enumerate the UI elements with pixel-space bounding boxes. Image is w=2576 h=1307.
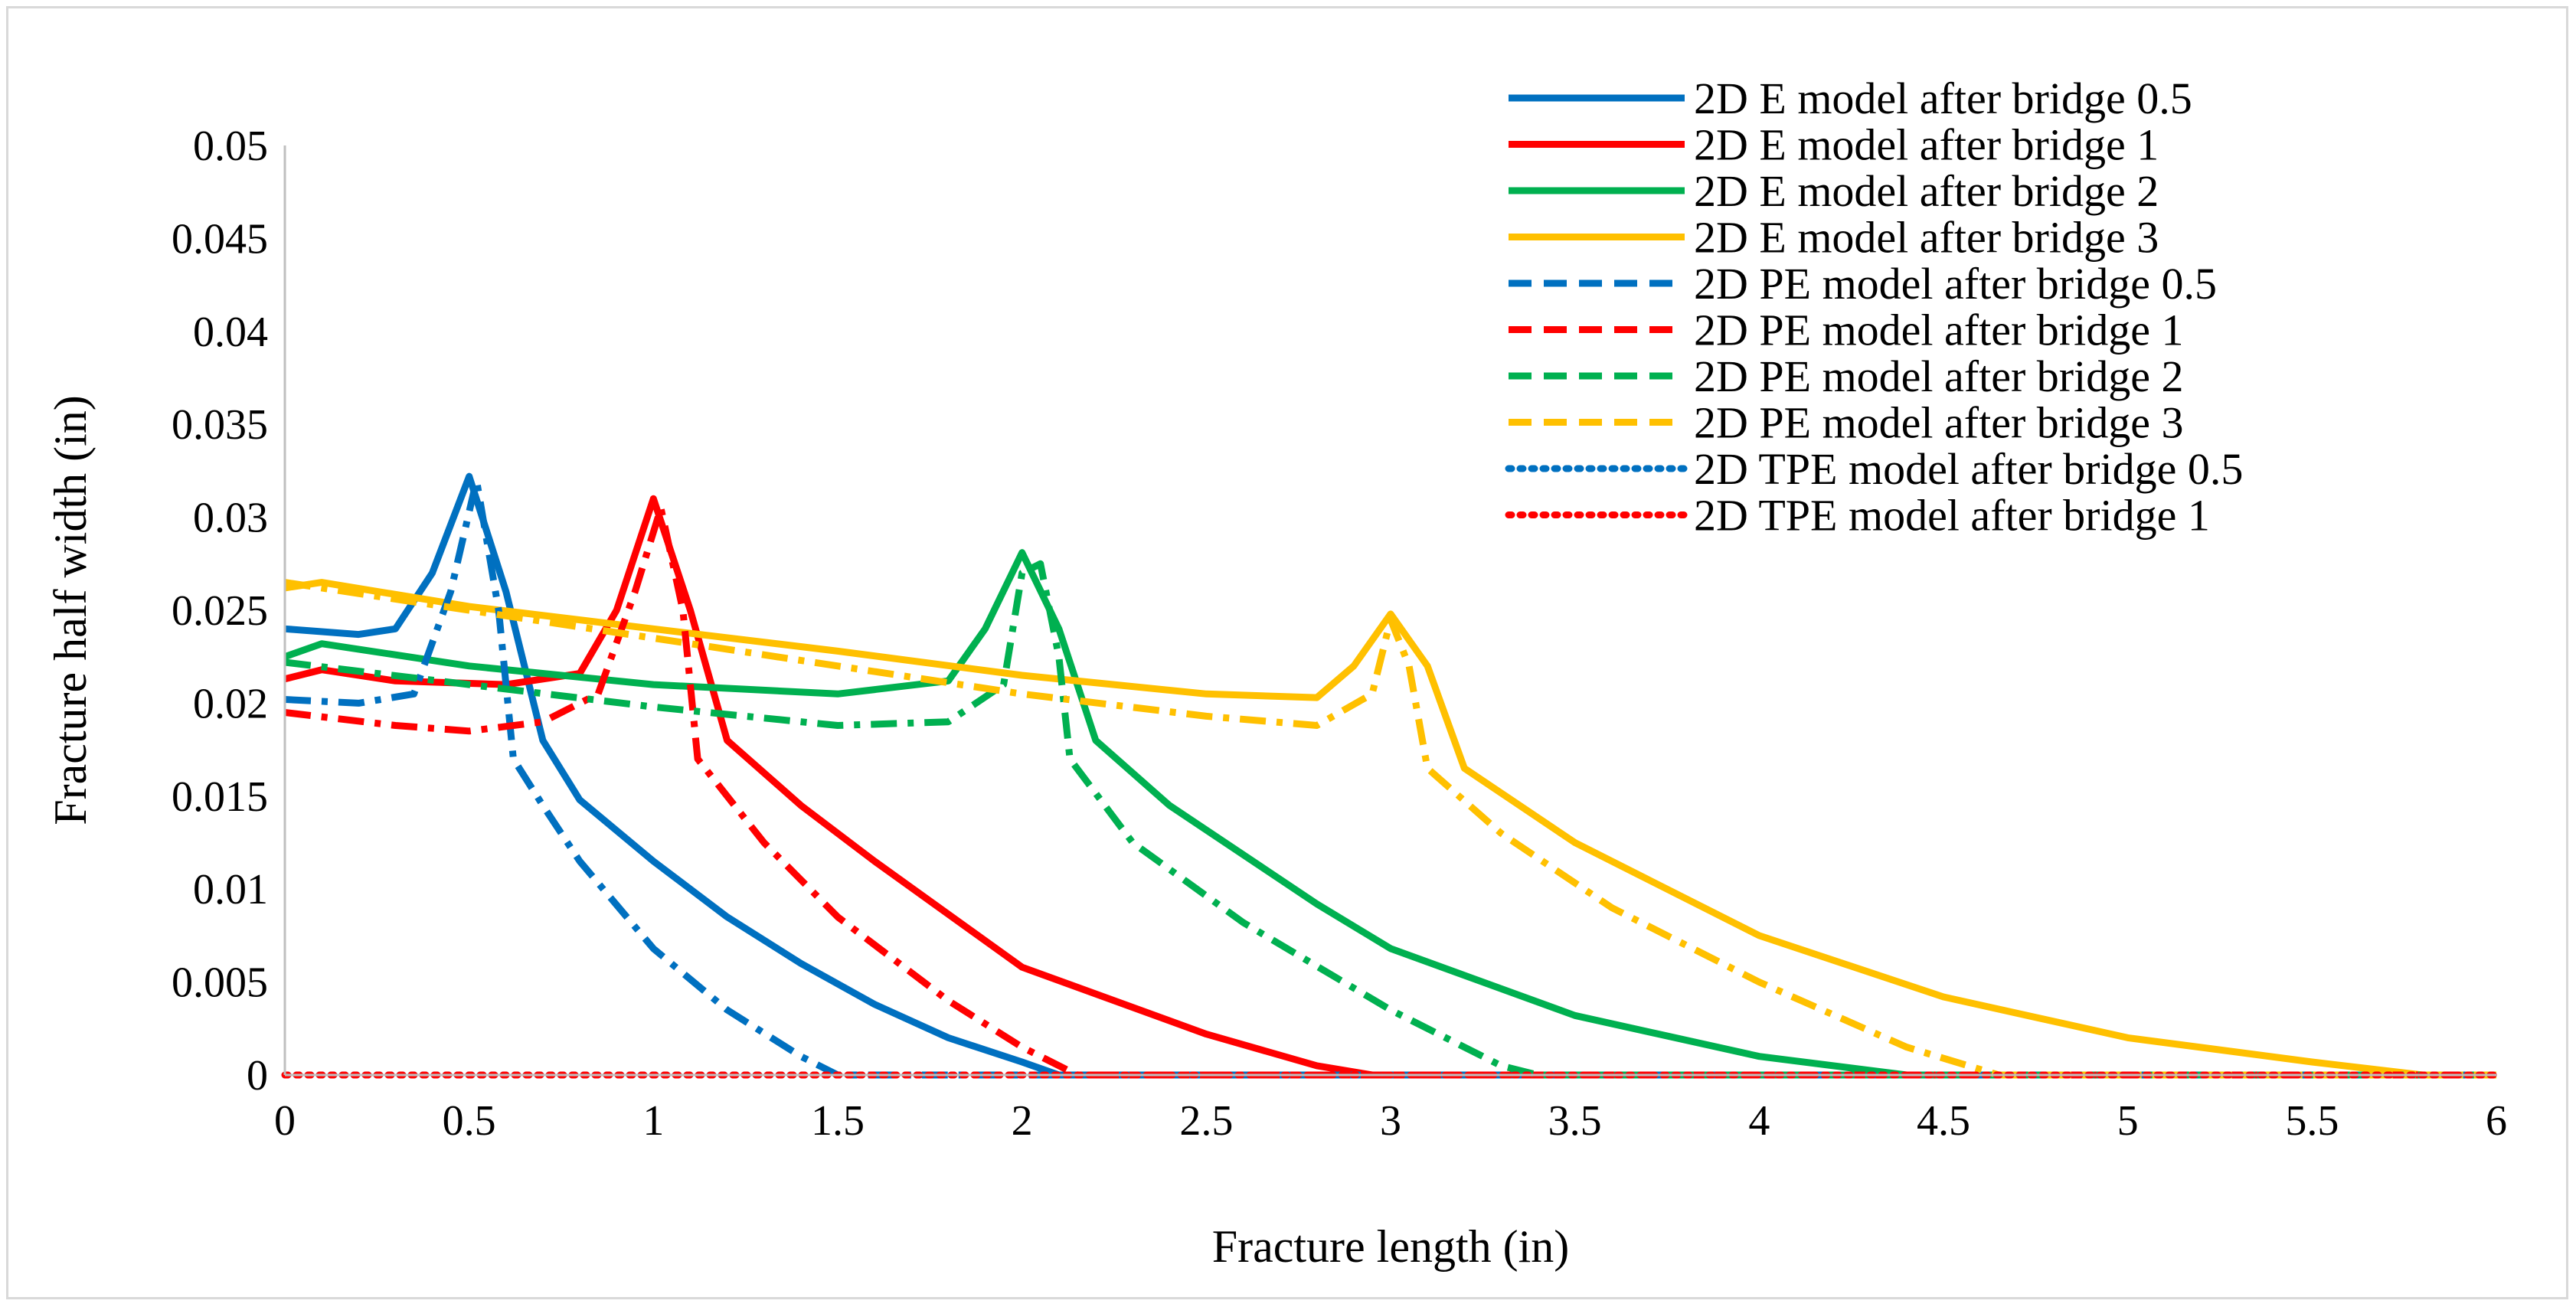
x-tick-label: 5	[2117, 1097, 2139, 1145]
series-line	[283, 549, 2496, 1079]
legend-label: 2D PE model after bridge 2	[1694, 351, 2183, 401]
y-axis-title: Fracture half width (in)	[45, 395, 96, 825]
legend-label: 2D E model after bridge 0.5	[1694, 74, 2192, 123]
y-tick-label: 0.035	[172, 401, 268, 449]
x-tick-label: 6	[2486, 1097, 2507, 1145]
y-tick-label: 0.04	[193, 309, 268, 356]
legend-label: 2D PE model after bridge 1	[1694, 306, 2183, 355]
chart-frame	[6, 6, 2568, 1299]
y-tick-label: 0.05	[193, 123, 268, 170]
y-tick-labels: 0 0.005 0.01 0.015 0.02 0.025 0.03 0.035 0.04 0.0…	[172, 123, 268, 1100]
x-tick-label: 2	[1012, 1097, 1033, 1145]
y-tick-label: 0.01	[193, 866, 268, 913]
x-tick-label: 4	[1748, 1097, 1770, 1145]
y-tick-label: 0.005	[172, 959, 268, 1007]
x-tick-label: 0	[274, 1097, 296, 1145]
series-layer	[281, 472, 2500, 1079]
series-line	[283, 495, 2496, 1079]
y-tick-label: 0.045	[172, 215, 268, 263]
legend-label: 2D TPE model after bridge 0.5	[1694, 444, 2243, 494]
x-tick-label: 3	[1380, 1097, 1401, 1145]
series-line	[284, 579, 2496, 1079]
x-tick-label: 4.5	[1917, 1097, 1970, 1145]
y-tick-label: 0.015	[172, 773, 268, 821]
legend-label: 2D E model after bridge 3	[1694, 213, 2159, 263]
series-line	[284, 472, 2496, 1079]
series-line	[284, 579, 2496, 1079]
y-tick-label: 0.02	[193, 680, 268, 727]
legend-label: 2D E model after bridge 2	[1694, 166, 2159, 216]
x-axis-title: Fracture length (in)	[1212, 1221, 1570, 1272]
y-tick-label: 0.03	[193, 495, 268, 542]
x-tick-label: 0.5	[443, 1097, 496, 1145]
legend-label: 2D TPE model after bridge 1	[1694, 491, 2210, 541]
x-tick-label: 5.5	[2285, 1097, 2339, 1145]
series-line	[284, 505, 2496, 1079]
legend-label: 2D PE model after bridge 0.5	[1694, 259, 2217, 309]
series-line	[284, 560, 2496, 1079]
legend-label: 2D PE model after bridge 3	[1694, 398, 2183, 448]
y-tick-label: 0	[247, 1052, 268, 1100]
x-tick-label: 2.5	[1179, 1097, 1233, 1145]
x-tick-label: 3.5	[1548, 1097, 1602, 1145]
series-line	[284, 476, 2496, 1079]
legend: 2D E model after bridge 0.52D E model af…	[1505, 74, 2243, 541]
x-tick-label: 1.5	[811, 1097, 865, 1145]
x-tick-labels: 0 0.5 1 1.5 2 2.5 3 3.5 4 4.5 5 5.5 6	[274, 1097, 2507, 1145]
x-tick-label: 1	[642, 1097, 664, 1145]
y-tick-label: 0.025	[172, 587, 268, 635]
legend-label: 2D E model after bridge 1	[1694, 120, 2159, 170]
